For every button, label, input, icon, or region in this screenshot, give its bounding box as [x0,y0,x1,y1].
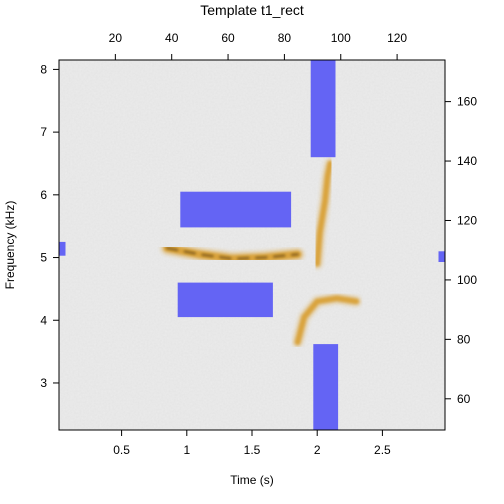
signal-layer [161,159,361,347]
right-tick-label: 80 [457,332,471,346]
signal-component [293,293,361,347]
signal-component [161,242,304,265]
signal-component [312,159,335,269]
y-axis-left: 3 4 5 6 7 8 [40,62,59,390]
y-tick-label: 8 [40,62,47,76]
x-tick-label: 1.5 [244,443,261,457]
right-tick-label: 100 [457,273,477,287]
x-tick-label: 2 [314,443,321,457]
y-tick-label: 3 [40,376,47,390]
top-tick-label: 120 [387,31,407,45]
y-tick-label: 7 [40,125,47,139]
spectrogram-noise [59,60,445,430]
template-rect [180,191,292,228]
template-rect [177,282,273,318]
right-tick-label: 60 [457,392,471,406]
y-axis-right: 60 80 100 120 140 160 [445,95,477,406]
top-tick-label: 40 [165,31,179,45]
y-axis-title: Frequency (kHz) [3,201,17,290]
x-axis-title: Time (s) [230,473,274,487]
signal-peak [165,246,299,261]
template-rect [438,251,445,262]
signal-core [314,161,333,267]
plot-area [58,59,446,431]
signal-core [295,295,359,345]
top-tick-label: 60 [221,31,235,45]
y-tick-label: 4 [40,313,47,327]
x-tick-label: 0.5 [113,443,130,457]
top-tick-label: 20 [109,31,123,45]
template-layer [59,60,445,430]
y-tick-label: 5 [40,251,47,265]
template-rect [310,60,336,158]
top-tick-label: 80 [278,31,292,45]
right-tick-label: 160 [457,95,477,109]
chart-title: Template t1_rect [200,2,304,18]
template-rect [59,241,66,256]
y-tick-label: 6 [40,188,47,202]
x-axis-bottom: 0.5 1 1.5 2 2.5 [113,430,391,457]
template-rect [313,344,339,430]
top-tick-label: 100 [331,31,351,45]
x-tick-label: 1 [183,443,190,457]
right-tick-label: 120 [457,213,477,227]
x-tick-label: 2.5 [374,443,391,457]
x-axis-top: 20 40 60 80 100 120 [109,31,407,60]
right-tick-label: 140 [457,154,477,168]
